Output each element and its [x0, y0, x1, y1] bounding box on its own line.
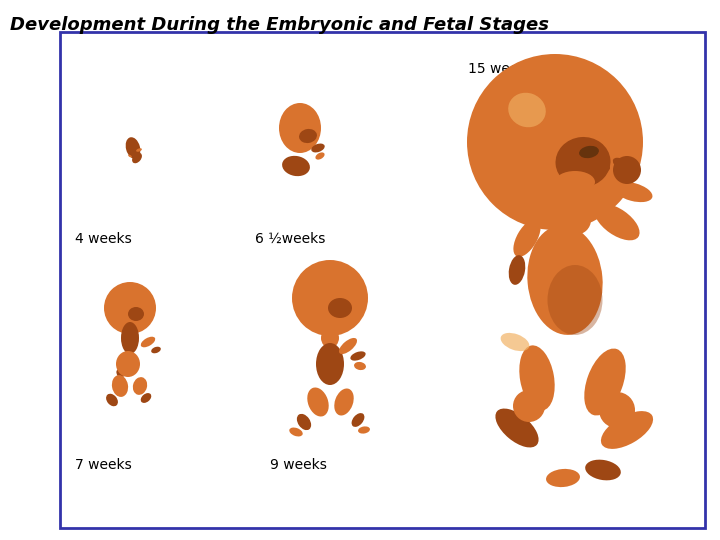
Ellipse shape — [556, 137, 611, 187]
Ellipse shape — [579, 146, 599, 158]
Ellipse shape — [509, 255, 526, 285]
Ellipse shape — [513, 219, 541, 257]
Ellipse shape — [128, 154, 132, 157]
Ellipse shape — [126, 137, 140, 159]
Text: 6 ½weeks: 6 ½weeks — [255, 232, 325, 246]
Text: 9 weeks: 9 weeks — [270, 458, 327, 472]
Ellipse shape — [339, 338, 357, 354]
Circle shape — [467, 54, 643, 230]
Ellipse shape — [559, 205, 591, 235]
Ellipse shape — [321, 328, 339, 348]
Text: 4 weeks: 4 weeks — [75, 232, 132, 246]
Bar — [60, 32, 705, 528]
Ellipse shape — [358, 427, 370, 434]
Ellipse shape — [140, 393, 151, 403]
Text: 7 weeks: 7 weeks — [75, 458, 132, 472]
Ellipse shape — [354, 362, 366, 370]
Ellipse shape — [299, 129, 317, 143]
Ellipse shape — [600, 165, 610, 172]
Ellipse shape — [141, 337, 156, 347]
Ellipse shape — [289, 428, 302, 436]
Ellipse shape — [112, 375, 128, 397]
Ellipse shape — [351, 413, 364, 427]
Ellipse shape — [316, 343, 344, 385]
Ellipse shape — [282, 156, 310, 176]
Ellipse shape — [128, 307, 144, 321]
Ellipse shape — [500, 333, 529, 351]
Ellipse shape — [307, 388, 329, 416]
Ellipse shape — [546, 469, 580, 487]
Ellipse shape — [315, 152, 325, 160]
Ellipse shape — [351, 352, 366, 361]
Ellipse shape — [584, 348, 626, 415]
Ellipse shape — [334, 388, 354, 415]
Ellipse shape — [495, 409, 539, 448]
Ellipse shape — [136, 148, 142, 152]
Circle shape — [104, 282, 156, 334]
Ellipse shape — [585, 460, 621, 481]
Ellipse shape — [547, 265, 603, 335]
Ellipse shape — [519, 346, 554, 410]
Circle shape — [513, 390, 545, 422]
Ellipse shape — [106, 394, 118, 406]
Ellipse shape — [601, 411, 653, 449]
Ellipse shape — [595, 204, 639, 240]
Text: Development During the Embryonic and Fetal Stages: Development During the Embryonic and Fet… — [10, 16, 549, 34]
Ellipse shape — [297, 414, 311, 430]
Ellipse shape — [132, 153, 142, 163]
Ellipse shape — [508, 93, 546, 127]
Ellipse shape — [328, 298, 352, 318]
Circle shape — [599, 392, 635, 428]
Ellipse shape — [279, 103, 321, 153]
Ellipse shape — [527, 225, 603, 335]
Ellipse shape — [116, 351, 140, 377]
Ellipse shape — [555, 171, 595, 193]
Circle shape — [292, 260, 368, 336]
Ellipse shape — [311, 144, 325, 152]
Ellipse shape — [613, 182, 652, 202]
Ellipse shape — [117, 369, 124, 379]
Ellipse shape — [613, 158, 629, 170]
Ellipse shape — [151, 347, 161, 353]
Ellipse shape — [121, 322, 139, 354]
Ellipse shape — [133, 377, 147, 395]
Text: 15 weeks: 15 weeks — [468, 62, 534, 76]
Circle shape — [613, 156, 641, 184]
